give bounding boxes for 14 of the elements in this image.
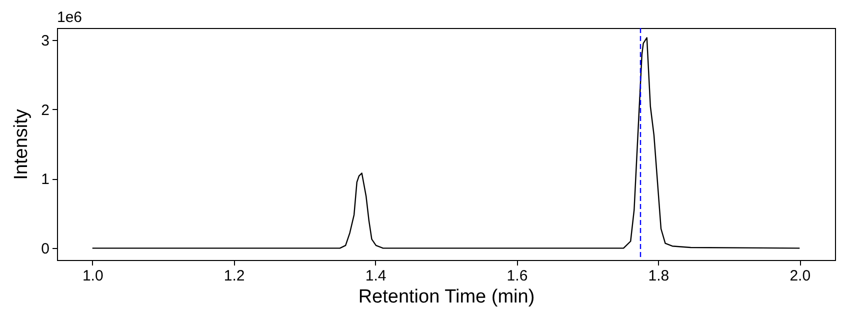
y-tick-label: 0 bbox=[41, 240, 50, 258]
x-tick-label: 1.6 bbox=[506, 268, 528, 284]
x-tick-label: 1.2 bbox=[224, 268, 245, 284]
x-tick-label: 2.0 bbox=[790, 268, 811, 284]
x-tick-label: 1.8 bbox=[648, 268, 670, 284]
x-tick-label: 1.0 bbox=[82, 268, 104, 284]
x-axis-title: Retention Time (min) bbox=[358, 286, 535, 308]
y-axis-title: Intensity bbox=[11, 108, 32, 180]
line-series bbox=[92, 37, 800, 249]
y-tick-label: 1 bbox=[41, 171, 50, 188]
text: 1e6 bbox=[57, 9, 82, 26]
y-tick-label: 3 bbox=[41, 32, 50, 50]
x-tick-label: 1.4 bbox=[365, 268, 386, 284]
y-tick-label: 2 bbox=[41, 102, 50, 119]
